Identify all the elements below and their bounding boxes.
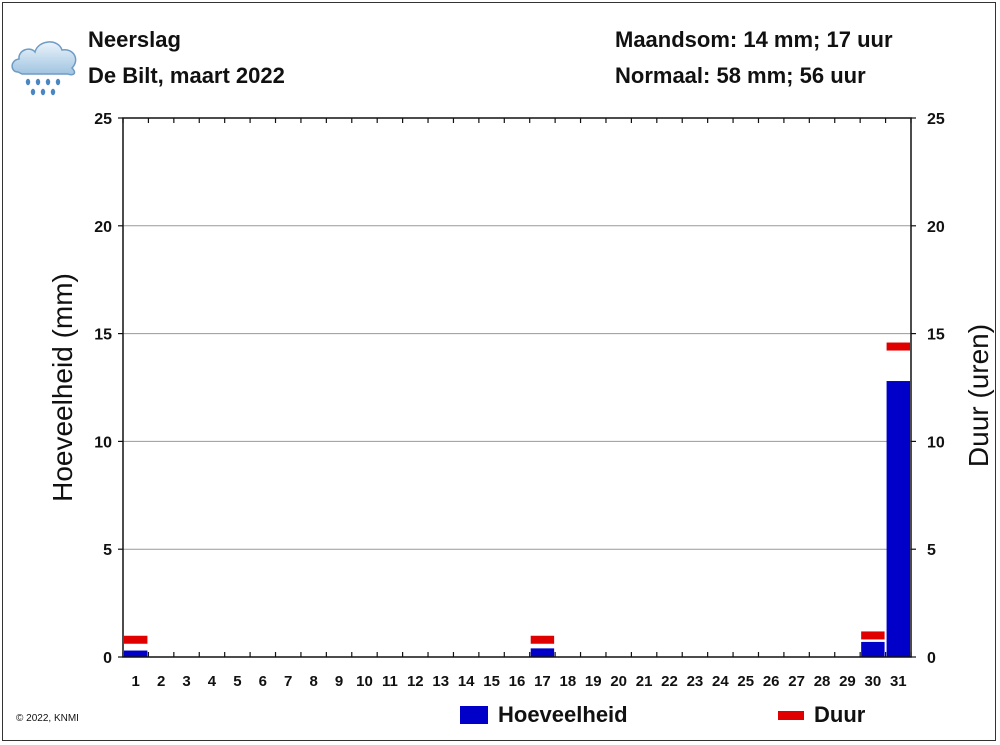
bar-amount [886,381,910,657]
x-tick-label: 29 [839,673,856,690]
y2-axis-label: Duur (uren) [963,324,994,467]
y2-tick-label: 0 [927,650,936,667]
x-tick-label: 18 [559,673,576,690]
bar-amount [124,650,148,657]
plot-area [122,117,912,658]
marker-duration [886,342,910,351]
legend-label-duration: Duur [814,702,866,727]
x-tick-label: 30 [865,673,882,690]
x-tick-label: 19 [585,673,602,690]
rain-cloud-icon [11,41,77,96]
marker-duration [124,635,148,644]
x-tick-label: 3 [182,673,190,690]
x-tick-label: 6 [259,673,267,690]
x-tick-label: 17 [534,673,551,690]
y-tick-label: 15 [94,327,112,344]
x-tick-label: 13 [432,673,449,690]
x-tick-label: 9 [335,673,343,690]
legend-item-amount: Hoeveelheid [460,702,628,728]
x-tick-label: 10 [356,673,373,690]
x-tick-label: 21 [636,673,653,690]
y-tick-label: 25 [94,111,112,128]
x-tick-label: 14 [458,673,475,690]
marker-duration [530,635,555,644]
month-total-text: Maandsom: 14 mm; 17 uur [615,27,893,52]
y2-tick-label: 10 [927,434,945,451]
x-tick-label: 2 [157,673,165,690]
x-tick-label: 8 [309,673,317,690]
x-tick-label: 11 [382,673,398,690]
bar-amount [530,648,555,657]
legend-swatch-duration [778,710,804,720]
x-tick-label: 27 [788,673,805,690]
x-tick-label: 5 [233,673,241,690]
y2-tick-label: 15 [927,327,945,344]
x-tick-label: 7 [284,673,292,690]
legend-label-amount: Hoeveelheid [498,702,628,727]
x-tick-label: 28 [814,673,831,690]
y-tick-label: 10 [94,434,112,451]
x-tick-label: 15 [483,673,500,690]
x-tick-label: 23 [687,673,704,690]
y2-tick-label: 20 [927,219,945,236]
copyright-text: © 2022, KNMI [16,713,79,724]
x-tick-label: 22 [661,673,678,690]
x-tick-label: 31 [890,673,907,690]
legend-item-duration: Duur [778,702,865,728]
y-tick-label: 5 [103,542,112,559]
chart-title: Neerslag [88,27,181,52]
chart-subtitle: De Bilt, maart 2022 [88,63,285,88]
y2-tick-label: 25 [927,111,945,128]
marker-duration [861,631,885,640]
y-tick-label: 20 [94,219,112,236]
x-tick-label: 25 [737,673,754,690]
x-tick-label: 4 [208,673,217,690]
x-tick-label: 26 [763,673,780,690]
x-tick-label: 24 [712,673,729,690]
x-tick-label: 12 [407,673,424,690]
bar-amount [861,641,885,657]
x-tick-label: 1 [132,673,140,690]
normal-text: Normaal: 58 mm; 56 uur [615,63,866,88]
y-tick-label: 0 [103,650,112,667]
y-axis-label: Hoeveelheid (mm) [47,273,78,502]
legend-swatch-amount [460,706,488,724]
x-tick-label: 16 [509,673,526,690]
y2-tick-label: 5 [927,542,936,559]
x-tick-label: 20 [610,673,627,690]
